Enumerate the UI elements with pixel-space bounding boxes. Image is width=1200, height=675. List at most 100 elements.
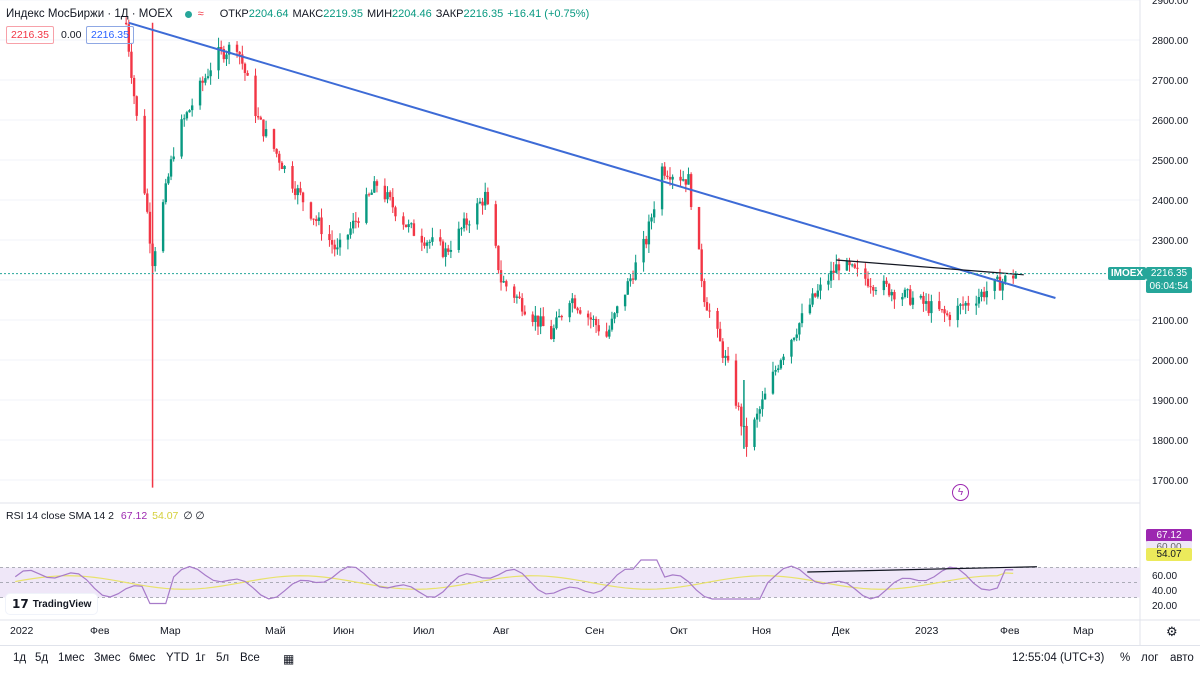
candle-body — [280, 162, 284, 170]
candle-body — [903, 289, 907, 297]
range-3m[interactable]: 3мес — [94, 652, 121, 664]
range-6m[interactable]: 6мес — [129, 652, 156, 664]
candle-body — [1004, 275, 1007, 282]
candle-body — [573, 298, 577, 309]
candle-body — [668, 176, 672, 180]
candle-body — [132, 77, 136, 97]
candle-body — [613, 313, 616, 319]
ask-box[interactable]: 2216.35 — [86, 26, 134, 44]
range-1m[interactable]: 1мес — [58, 652, 85, 664]
candle-body — [555, 317, 558, 329]
rsi-trendline[interactable] — [807, 566, 1037, 573]
candle-body — [745, 425, 748, 447]
bid-box[interactable]: 2216.35 — [6, 26, 54, 44]
market-open-icon — [184, 10, 192, 18]
candle-body — [961, 304, 965, 306]
range-1d[interactable]: 1д — [13, 652, 27, 664]
candle-body — [373, 181, 376, 193]
candle-body — [542, 316, 545, 327]
candle-body — [1014, 273, 1018, 279]
candle-body — [790, 339, 793, 357]
candle-body — [761, 399, 764, 410]
candle-body — [404, 224, 408, 228]
range-5y[interactable]: 5л — [216, 652, 230, 664]
candle-body — [798, 323, 801, 335]
candle-body — [671, 176, 674, 180]
candle-body — [444, 248, 447, 257]
candle-body — [365, 194, 368, 223]
low-label: МИН — [367, 8, 393, 20]
rsi-title[interactable]: RSI 14 close SMA 14 2 — [6, 510, 114, 522]
wave-icon: ≈ — [197, 8, 204, 20]
candle-body — [927, 301, 930, 314]
candle-body — [291, 166, 294, 189]
candle-body — [832, 270, 835, 273]
close-value: 2216.35 — [463, 8, 504, 20]
tradingview-logo[interactable]: 𝟭𝟳 TradingView — [6, 594, 98, 614]
candle-body — [901, 296, 904, 300]
candle-body — [283, 166, 286, 170]
candle-body — [169, 159, 173, 177]
range-all[interactable]: Все — [240, 652, 260, 664]
bottom-toolbar: 1д 5д 1мес 3мес 6мес YTD 1г 5л Все ▦ 12:… — [0, 645, 1200, 674]
log-toggle[interactable]: лог — [1141, 652, 1159, 664]
clock[interactable]: 12:55:04 (UTC+3) — [1012, 652, 1105, 664]
percent-toggle[interactable]: % — [1120, 652, 1131, 664]
candle-body — [465, 218, 468, 225]
time-tick-label: Мар — [1073, 625, 1094, 637]
date-range-icon[interactable]: ▦ — [283, 652, 295, 666]
candle-body — [967, 302, 970, 306]
candle-body — [874, 290, 878, 292]
time-tick-label: Мар — [160, 625, 181, 637]
candle-body — [853, 264, 856, 268]
range-5d[interactable]: 5д — [35, 652, 49, 664]
candle-body — [172, 156, 175, 160]
candle-body — [354, 220, 358, 222]
symbol-title[interactable]: Индекс МосБиржи · 1Д · MOEX — [6, 8, 173, 20]
symbol-tag: IMOEX — [1108, 267, 1146, 280]
candle-body — [645, 238, 648, 245]
settings-gear-icon[interactable]: ⚙ — [1166, 624, 1178, 639]
candle-body — [462, 218, 466, 229]
candle-body — [190, 105, 194, 111]
candle-body — [993, 278, 996, 291]
descending-trendline[interactable] — [128, 21, 1056, 299]
candle-body — [127, 24, 130, 52]
candle-body — [402, 216, 405, 225]
open-value: 2204.64 — [248, 8, 289, 20]
candle-body — [539, 316, 542, 327]
rsi-extra: ∅ ∅ — [183, 510, 205, 522]
candle-body — [684, 179, 688, 185]
candle-body — [296, 188, 299, 196]
candle-body — [246, 72, 249, 76]
candle-body — [185, 112, 189, 119]
candle-body — [652, 209, 656, 218]
time-tick-label: Фев — [1000, 625, 1020, 637]
candle-body — [227, 44, 231, 55]
candle-body — [346, 234, 350, 240]
candle-body — [391, 197, 394, 208]
candle-body — [293, 188, 297, 196]
candle-body — [315, 219, 318, 221]
candle-body — [975, 303, 978, 306]
candles — [124, 17, 1018, 488]
candle-body — [634, 262, 637, 280]
auto-toggle[interactable]: авто — [1170, 652, 1194, 664]
rsi-line — [14, 559, 1014, 605]
range-ytd[interactable]: YTD — [166, 652, 189, 664]
candle-body — [447, 248, 450, 252]
candle-body — [301, 192, 305, 203]
candle-body — [885, 280, 888, 285]
candle-body — [206, 76, 210, 79]
candle-body — [317, 217, 321, 221]
candle-body — [407, 224, 410, 228]
candle-body — [552, 328, 556, 340]
close-label: ЗАКР — [435, 8, 464, 20]
candle-body — [808, 304, 812, 314]
resistance-trendline[interactable] — [836, 259, 1024, 276]
candle-body — [592, 318, 595, 320]
lightning-icon[interactable]: ϟ — [952, 484, 969, 501]
candle-body — [333, 244, 336, 250]
range-1y[interactable]: 1г — [195, 652, 206, 664]
